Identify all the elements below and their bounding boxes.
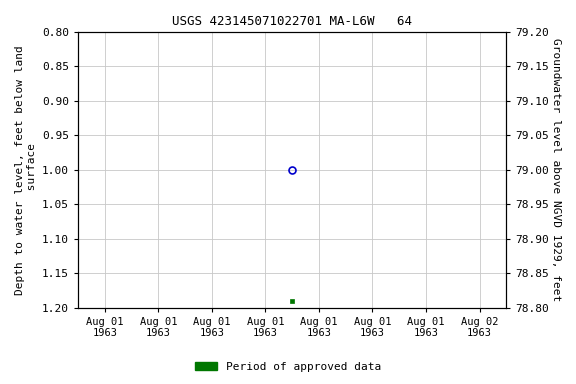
Y-axis label: Groundwater level above NGVD 1929, feet: Groundwater level above NGVD 1929, feet	[551, 38, 561, 301]
Legend: Period of approved data: Period of approved data	[191, 358, 385, 377]
Y-axis label: Depth to water level, feet below land
 surface: Depth to water level, feet below land su…	[15, 45, 37, 295]
Title: USGS 423145071022701 MA-L6W   64: USGS 423145071022701 MA-L6W 64	[172, 15, 412, 28]
